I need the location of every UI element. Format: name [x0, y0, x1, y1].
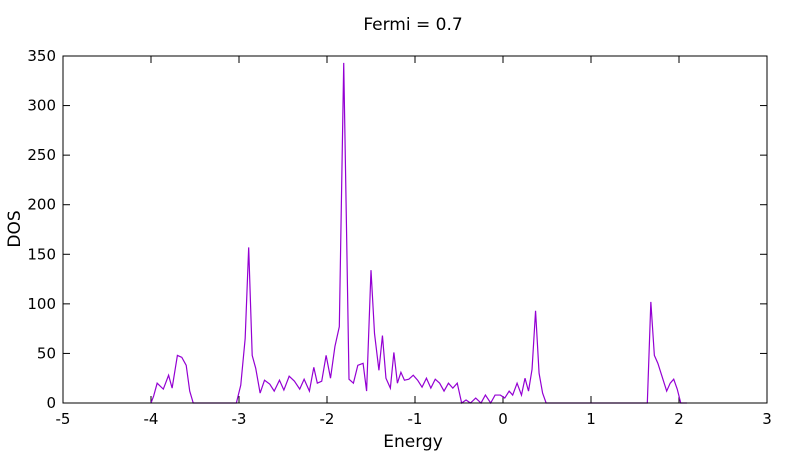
y-tick-label: 50 [37, 344, 56, 362]
dos-series-line [150, 62, 687, 405]
y-tick-label: 350 [27, 47, 56, 65]
x-tick-label: -3 [232, 410, 247, 428]
x-axis-label: Energy [383, 432, 443, 452]
x-tick-label: -1 [408, 410, 423, 428]
x-tick-label: 0 [498, 410, 508, 428]
y-tick-label: 0 [46, 394, 56, 412]
y-tick-label: 300 [27, 97, 56, 115]
y-tick-label: 100 [27, 295, 56, 313]
y-tick-label: 150 [27, 245, 56, 263]
x-tick-label: -5 [56, 410, 71, 428]
x-tick-label: -2 [320, 410, 335, 428]
x-tick-label: 3 [762, 410, 772, 428]
y-tick-label: 200 [27, 196, 56, 214]
x-tick-label: 2 [674, 410, 684, 428]
y-tick-label: 250 [27, 146, 56, 164]
tick-labels: -5 -4 -3 -2 -1 0 1 2 3 0 50 100 150 200 250 300 350 [27, 47, 771, 428]
x-tick-label: -4 [144, 410, 159, 428]
chart-title: Fermi = 0.7 [363, 15, 462, 35]
y-axis-label: DOS [5, 210, 25, 247]
x-tick-label: 1 [586, 410, 596, 428]
plot-frame [62, 55, 768, 404]
axis-ticks [62, 55, 768, 404]
